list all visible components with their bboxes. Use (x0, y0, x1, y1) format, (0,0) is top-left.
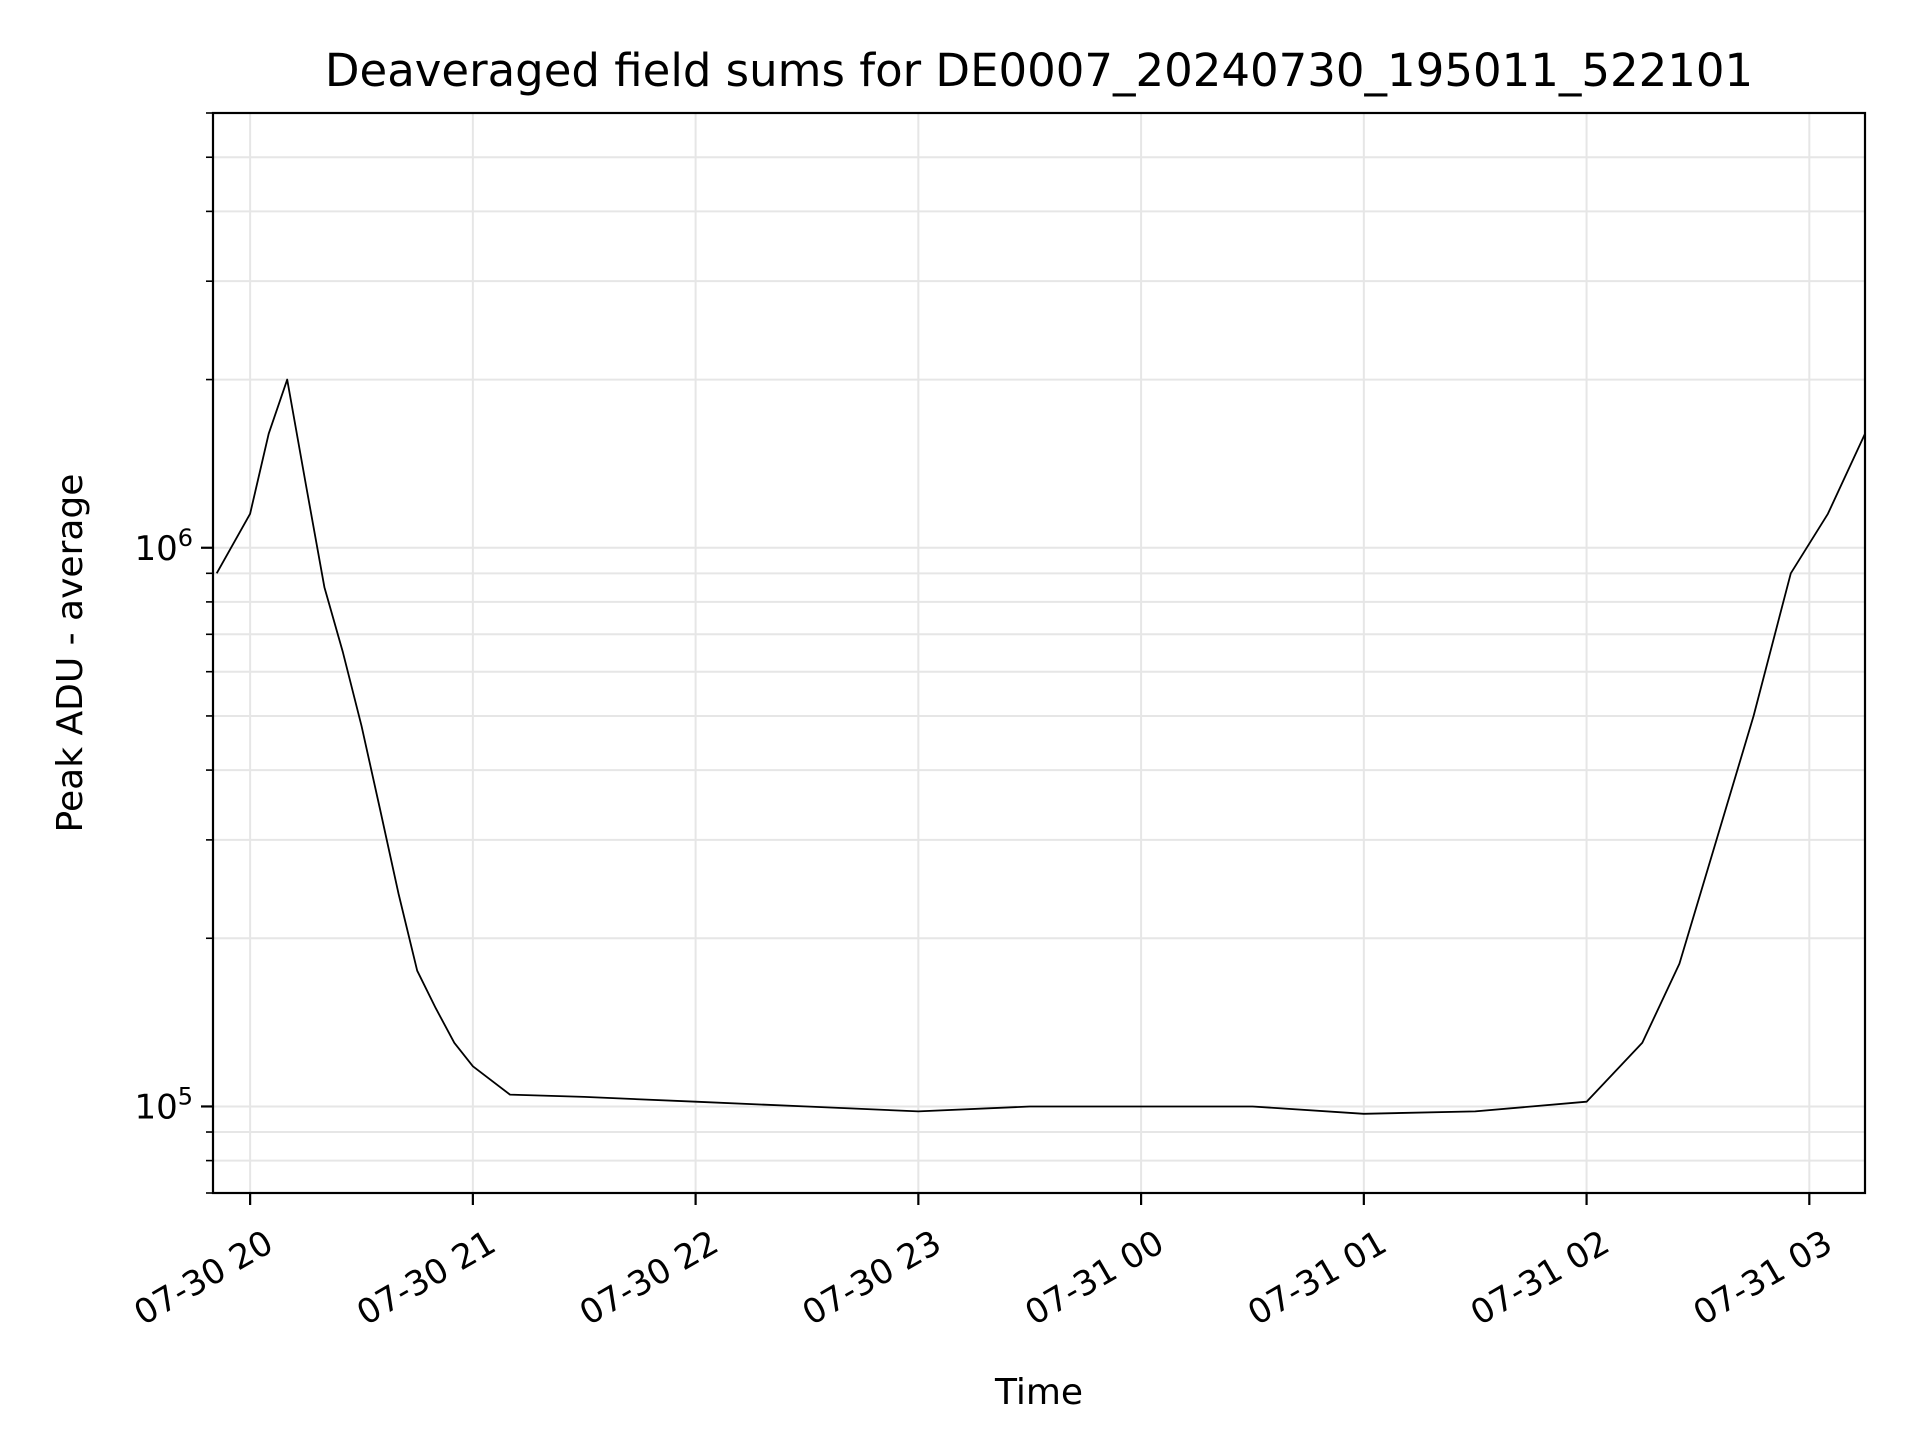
plot-frame (211, 111, 1867, 1195)
y-axis-title: Peak ADU - average (50, 474, 91, 833)
y-tick-label: 105 (134, 1082, 193, 1127)
y-tick-label: 106 (134, 524, 193, 569)
grid (213, 112, 1865, 1194)
series-line-0 (215, 378, 1866, 1115)
chart-title: Deaveraged field sums for DE0007_2024073… (325, 44, 1753, 97)
x-axis-title: Time (994, 1372, 1083, 1413)
line-series-layer (215, 378, 1866, 1115)
